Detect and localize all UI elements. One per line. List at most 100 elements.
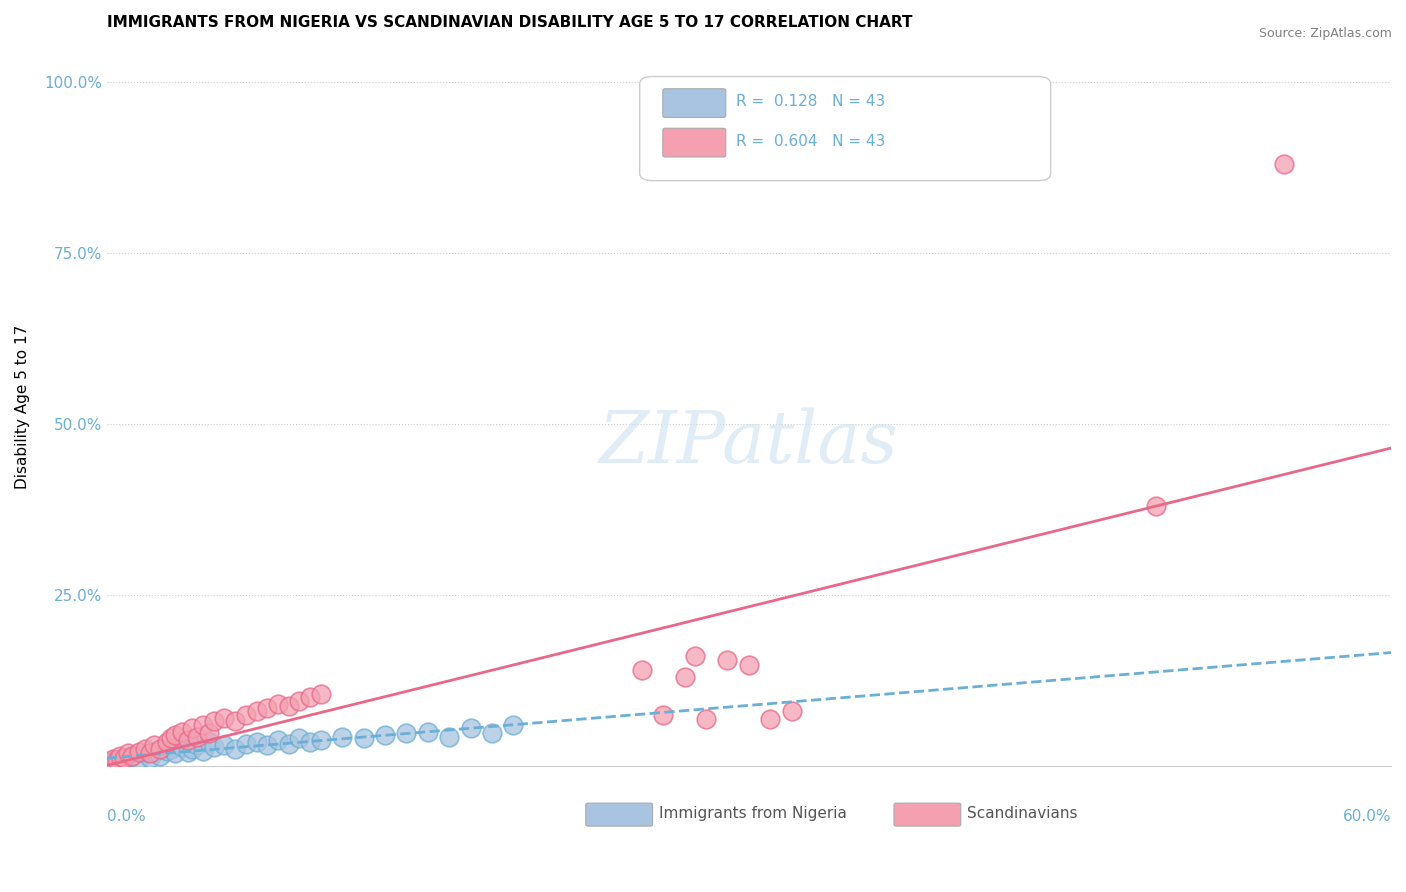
Point [631, 663, 654, 677]
Point [1144, 499, 1167, 513]
Point [759, 712, 782, 726]
Point [309, 687, 332, 701]
Point [353, 731, 375, 746]
Point [170, 724, 193, 739]
Point [128, 752, 150, 766]
Point [191, 744, 214, 758]
Point [245, 735, 267, 749]
Point [100, 756, 122, 770]
Point [117, 753, 139, 767]
Point [134, 741, 156, 756]
Text: R =  0.604   N = 43: R = 0.604 N = 43 [735, 134, 886, 149]
Point [738, 657, 761, 672]
FancyBboxPatch shape [640, 77, 1050, 181]
Point [138, 750, 160, 764]
Point [235, 737, 257, 751]
Point [685, 649, 707, 664]
Point [460, 721, 482, 735]
Point [502, 718, 524, 732]
Point [181, 741, 204, 756]
Point [437, 730, 460, 744]
Point [277, 698, 299, 713]
Point [108, 748, 131, 763]
Point [156, 735, 179, 749]
Point [111, 755, 134, 769]
Point [177, 732, 200, 747]
Point [256, 700, 278, 714]
FancyBboxPatch shape [662, 128, 725, 157]
Point [673, 670, 696, 684]
Text: Immigrants from Nigeria: Immigrants from Nigeria [659, 806, 846, 822]
Point [170, 739, 193, 754]
FancyBboxPatch shape [894, 803, 960, 826]
FancyBboxPatch shape [586, 803, 652, 826]
Point [121, 748, 143, 763]
Point [277, 737, 299, 751]
Point [267, 698, 290, 712]
Point [198, 735, 221, 749]
Point [149, 741, 172, 756]
Point [165, 747, 187, 761]
Point [288, 694, 311, 708]
Point [374, 728, 396, 742]
Point [186, 739, 208, 753]
Point [181, 721, 204, 735]
Point [1272, 157, 1295, 171]
Point [165, 728, 187, 742]
Point [214, 739, 236, 753]
Point [107, 753, 129, 767]
Point [214, 711, 236, 725]
Point [177, 745, 200, 759]
Text: 0.0%: 0.0% [107, 809, 145, 824]
Point [112, 750, 135, 764]
Point [121, 748, 143, 763]
Point [104, 754, 127, 768]
Point [128, 745, 150, 759]
Point [156, 744, 179, 758]
Point [267, 732, 290, 747]
Point [160, 731, 183, 746]
Point [202, 714, 225, 729]
Point [202, 739, 225, 754]
Text: Scandinavians: Scandinavians [967, 806, 1077, 822]
Point [112, 750, 135, 764]
Point [652, 707, 675, 722]
Point [186, 730, 208, 744]
Point [224, 741, 246, 756]
Point [695, 712, 717, 726]
Point [780, 704, 803, 718]
Y-axis label: Disability Age 5 to 17: Disability Age 5 to 17 [15, 325, 30, 489]
Point [299, 735, 322, 749]
Point [134, 747, 156, 761]
Point [149, 748, 172, 763]
Point [107, 756, 129, 771]
Point [198, 726, 221, 740]
Point [117, 747, 139, 761]
Point [142, 739, 165, 753]
Text: 60.0%: 60.0% [1343, 809, 1391, 824]
Point [245, 704, 267, 718]
Point [288, 731, 311, 746]
Point [191, 718, 214, 732]
Point [481, 726, 503, 740]
Text: Source: ZipAtlas.com: Source: ZipAtlas.com [1258, 27, 1392, 40]
Point [256, 739, 278, 753]
Point [224, 714, 246, 729]
FancyBboxPatch shape [662, 89, 725, 118]
Text: ZIPatlas: ZIPatlas [599, 408, 898, 478]
Point [235, 707, 257, 722]
Point [395, 726, 418, 740]
Point [108, 752, 131, 766]
Point [160, 741, 183, 756]
Point [716, 653, 738, 667]
Point [101, 752, 124, 766]
Point [416, 724, 439, 739]
Point [101, 753, 124, 767]
Point [100, 756, 122, 770]
Point [138, 747, 160, 761]
Point [299, 690, 322, 705]
Text: R =  0.128   N = 43: R = 0.128 N = 43 [735, 95, 886, 109]
Point [309, 732, 332, 747]
Point [330, 730, 353, 744]
Text: IMMIGRANTS FROM NIGERIA VS SCANDINAVIAN DISABILITY AGE 5 TO 17 CORRELATION CHART: IMMIGRANTS FROM NIGERIA VS SCANDINAVIAN … [107, 15, 912, 30]
